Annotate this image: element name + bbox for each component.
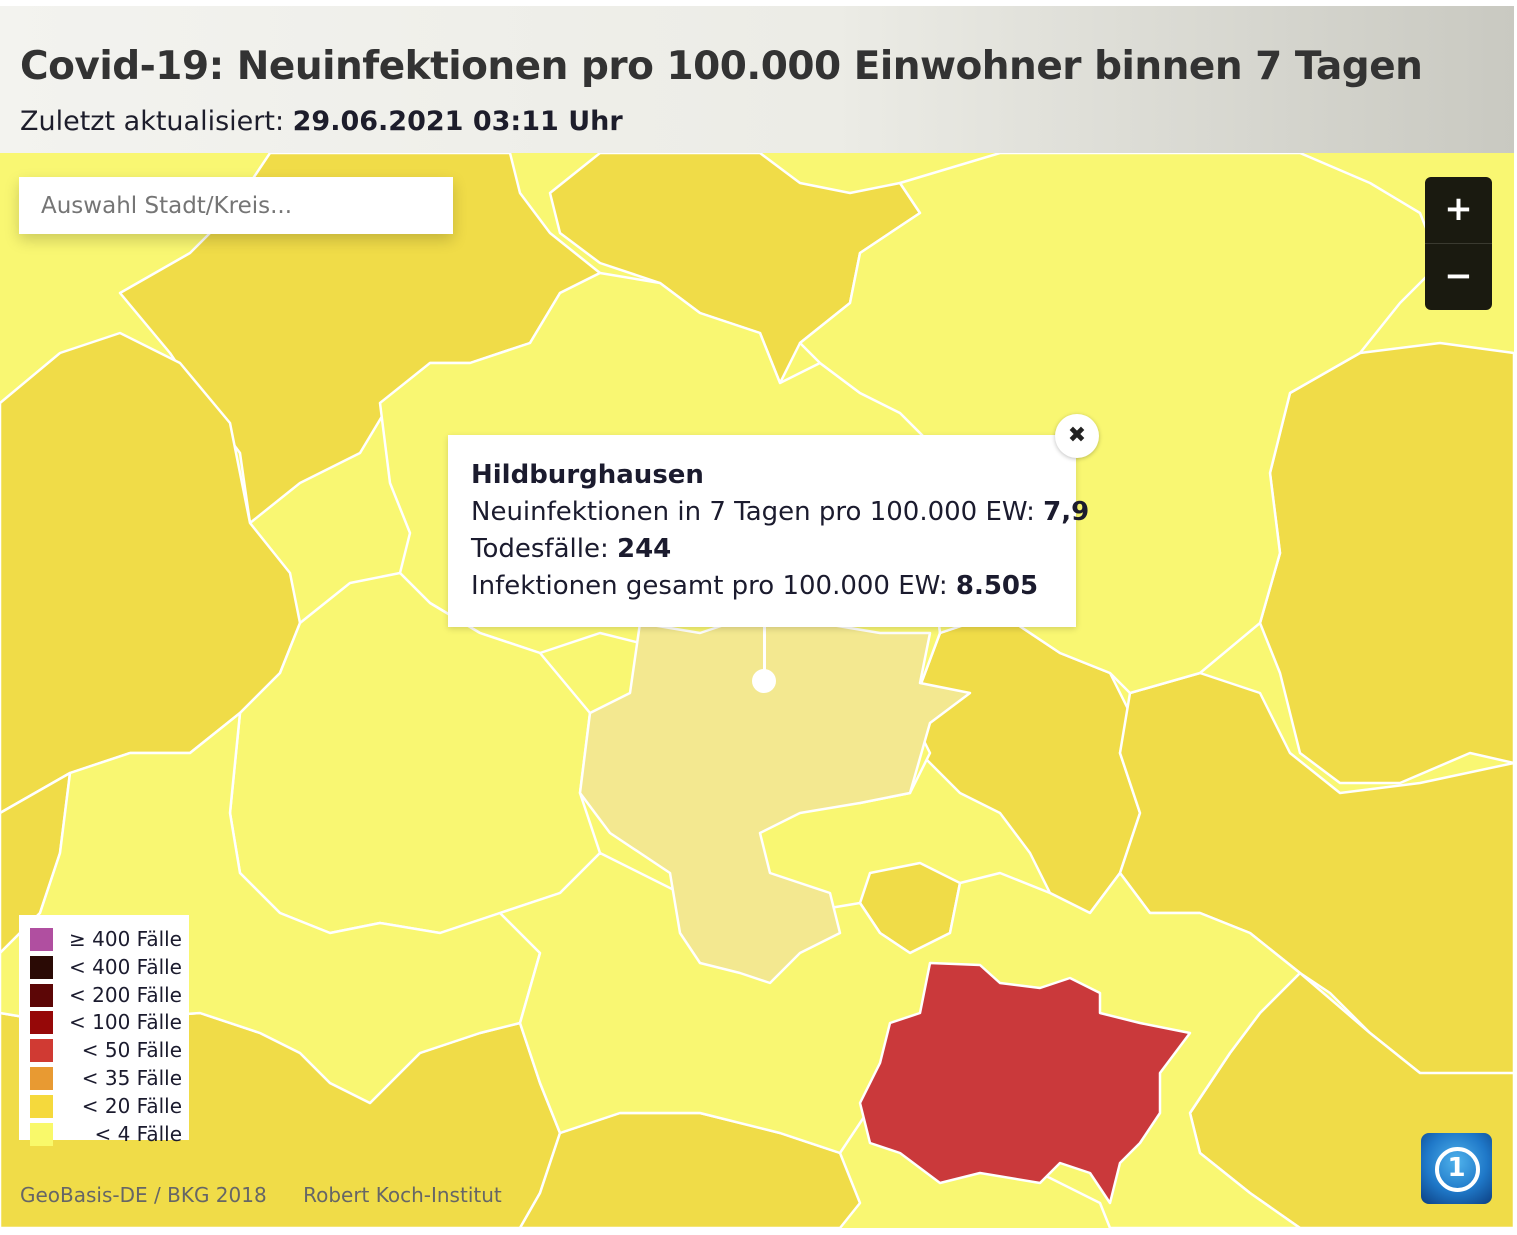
legend-swatch (30, 1122, 53, 1146)
legend-swatch (30, 955, 53, 979)
total-label: Infektionen gesamt pro 100.000 EW: (471, 571, 948, 601)
credits: GeoBasis-DE / BKG 2018 Robert Koch-Insti… (20, 1183, 532, 1207)
incidence-label: Neuinfektionen in 7 Tagen pro 100.000 EW… (471, 497, 1035, 527)
location-marker (752, 669, 776, 693)
legend-label: < 4 Fälle (94, 1121, 182, 1146)
legend-item: ≥ 400 Fälle (30, 927, 182, 951)
map-regions[interactable] (0, 153, 1514, 1228)
legend-swatch (30, 1039, 53, 1063)
legend-label: ≥ 400 Fälle (69, 927, 182, 951)
legend-item: < 35 Fälle (30, 1066, 182, 1090)
region-east (1258, 341, 1514, 785)
search-input[interactable] (19, 177, 453, 234)
incidence-value: 7,9 (1043, 497, 1090, 527)
geobasis-credit[interactable]: GeoBasis-DE / BKG 2018 (20, 1183, 267, 1207)
choropleth-map[interactable]: + − Hildburghausen Neuinfektionen in 7 T… (0, 153, 1514, 1228)
legend-item: < 20 Fälle (30, 1094, 182, 1118)
legend-label: < 100 Fälle (69, 1010, 182, 1035)
tagesschau-logo[interactable]: 1 (1421, 1133, 1492, 1204)
region-red-district (858, 961, 1192, 1205)
legend-swatch (30, 1067, 53, 1090)
legend-swatch (30, 1011, 53, 1035)
page-title: Covid-19: Neuinfektionen pro 100.000 Ein… (20, 44, 1423, 89)
popup-pointer (763, 627, 766, 681)
legend-item: < 100 Fälle (30, 1010, 182, 1035)
legend-label: < 400 Fälle (69, 954, 182, 979)
legend-item: < 400 Fälle (30, 955, 182, 979)
district-name: Hildburghausen (471, 460, 704, 490)
legend-item: < 200 Fälle (30, 983, 182, 1007)
legend-item: < 50 Fälle (30, 1038, 182, 1063)
last-updated: Zuletzt aktualisiert: 29.06.2021 03:11 U… (20, 106, 623, 137)
logo-one-icon: 1 (1447, 1153, 1466, 1183)
legend-label: < 200 Fälle (69, 982, 182, 1007)
region-hildburghausen (578, 611, 972, 985)
region-northwest (118, 153, 602, 525)
legend-label: < 35 Fälle (81, 1066, 182, 1090)
rki-credit[interactable]: Robert Koch-Institut (303, 1183, 502, 1207)
legend-swatch (30, 1094, 53, 1118)
deaths-value: 244 (616, 534, 672, 564)
district-popup: Hildburghausen Neuinfektionen in 7 Tagen… (448, 435, 1089, 627)
logo-ring (1435, 1147, 1480, 1192)
map-widget: Covid-19: Neuinfektionen pro 100.000 Ein… (0, 6, 1514, 1228)
total-value: 8.505 (955, 571, 1039, 601)
legend-swatch (30, 928, 53, 951)
legend-label: < 20 Fälle (81, 1093, 182, 1118)
zoom-out-button[interactable]: − (1444, 256, 1473, 296)
deaths-label: Todesfälle: (471, 534, 609, 564)
last-updated-label: Zuletzt aktualisiert: (20, 106, 285, 137)
total-infections-row: Infektionen gesamt pro 100.000 EW: 8.505 (471, 571, 1038, 601)
zoom-control: + − (1425, 177, 1492, 310)
legend-swatch (30, 983, 53, 1007)
legend: ≥ 400 Fälle < 400 Fälle < 200 Fälle < 100 F… (19, 915, 189, 1146)
close-icon[interactable]: ✖ (1055, 414, 1099, 458)
zoom-in-button[interactable]: + (1425, 177, 1492, 244)
legend-item: < 4 Fälle (30, 1122, 182, 1146)
header: Covid-19: Neuinfektionen pro 100.000 Ein… (0, 6, 1514, 153)
deaths-row: Todesfälle: 244 (471, 534, 671, 564)
incidence-row: Neuinfektionen in 7 Tagen pro 100.000 EW… (471, 497, 1089, 527)
last-updated-value: 29.06.2021 03:11 Uhr (292, 106, 623, 137)
legend-label: < 50 Fälle (81, 1038, 182, 1063)
